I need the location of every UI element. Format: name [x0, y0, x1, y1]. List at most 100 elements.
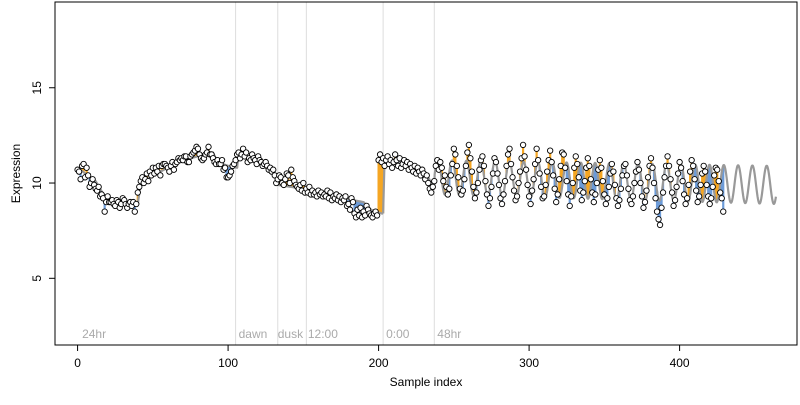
data-point [658, 204, 665, 211]
data-point [690, 162, 697, 170]
data-point [525, 193, 533, 200]
data-point [602, 200, 610, 208]
data-point [157, 172, 164, 179]
data-point [703, 181, 710, 189]
annotations: 24hr dawn dusk 12:00 0:00 48hr [82, 327, 461, 341]
data-point [521, 153, 528, 160]
data-point [452, 151, 459, 158]
data-point [170, 166, 178, 173]
data-point [95, 183, 102, 190]
data-point [492, 158, 500, 166]
data-point [708, 195, 715, 202]
data-point [542, 181, 549, 189]
data-point [677, 164, 685, 171]
data-point [584, 155, 591, 162]
data-point [649, 164, 656, 171]
data-point [665, 162, 673, 170]
data-point [693, 187, 700, 194]
data-point [131, 208, 138, 215]
data-points [74, 141, 727, 229]
data-point [530, 176, 537, 183]
data-point [655, 216, 662, 223]
data-point [702, 168, 709, 175]
data-point [592, 191, 599, 198]
data-point [429, 183, 436, 190]
data-point [280, 181, 287, 189]
data-point [482, 177, 489, 185]
data-point [614, 202, 622, 210]
data-point [563, 177, 570, 185]
data-point [470, 183, 477, 190]
data-point [495, 181, 503, 189]
data-point [697, 181, 704, 189]
data-point [635, 166, 643, 173]
data-point [441, 172, 448, 179]
data-point [625, 185, 632, 192]
data-point [578, 197, 585, 204]
data-point [524, 181, 531, 189]
data-point [438, 164, 445, 171]
data-point [446, 185, 453, 192]
data-point [515, 179, 522, 187]
data-point [104, 193, 111, 200]
x-tick-label: 300 [519, 356, 539, 370]
data-point [507, 160, 515, 168]
x-axis-label: Sample index [390, 375, 463, 389]
data-point [682, 200, 689, 208]
data-point [611, 181, 619, 189]
vertical-reference-lines [235, 2, 435, 345]
data-point [670, 202, 677, 210]
data-point [504, 151, 512, 158]
x-tick-label: 400 [670, 356, 690, 370]
annotation-label: dawn [239, 327, 268, 341]
data-point [519, 141, 527, 149]
data-point [488, 183, 495, 190]
data-point [428, 189, 435, 196]
data-point [391, 151, 399, 158]
data-point [388, 164, 396, 171]
data-point [134, 189, 141, 196]
data-point [516, 168, 524, 175]
x-axis: 0 100 200 300 400 [74, 344, 690, 370]
data-point [270, 166, 277, 173]
data-point [450, 145, 457, 152]
data-point [89, 176, 96, 183]
data-point [544, 168, 551, 175]
data-point [696, 193, 703, 200]
data-point [494, 170, 501, 177]
data-point [462, 162, 470, 170]
annotation-label: 24hr [82, 327, 106, 341]
data-point [205, 143, 212, 150]
data-point [676, 158, 683, 166]
data-point [480, 162, 488, 170]
data-point [553, 198, 560, 206]
data-point [548, 158, 555, 166]
data-point [572, 153, 579, 160]
data-point [617, 185, 625, 192]
data-point [659, 189, 667, 196]
data-point [342, 193, 349, 200]
data-point [547, 147, 554, 154]
data-point [500, 191, 507, 198]
y-tick-label: 5 [30, 275, 44, 282]
data-point [641, 198, 649, 206]
data-point [194, 145, 202, 152]
data-point [467, 155, 474, 162]
data-point [581, 177, 588, 185]
data-point [622, 160, 629, 168]
data-point [471, 195, 479, 202]
data-point [501, 177, 509, 185]
data-point [694, 198, 701, 206]
data-point [580, 189, 587, 196]
annotation-label: 0:00 [386, 327, 410, 341]
data-point [227, 168, 235, 175]
data-point [586, 162, 593, 170]
data-point [596, 157, 603, 164]
y-tick-label: 10 [30, 176, 44, 190]
data-point [643, 187, 650, 194]
data-point [440, 177, 447, 185]
data-point [554, 191, 561, 198]
y-tick-label: 15 [30, 81, 44, 95]
data-point [685, 181, 692, 189]
